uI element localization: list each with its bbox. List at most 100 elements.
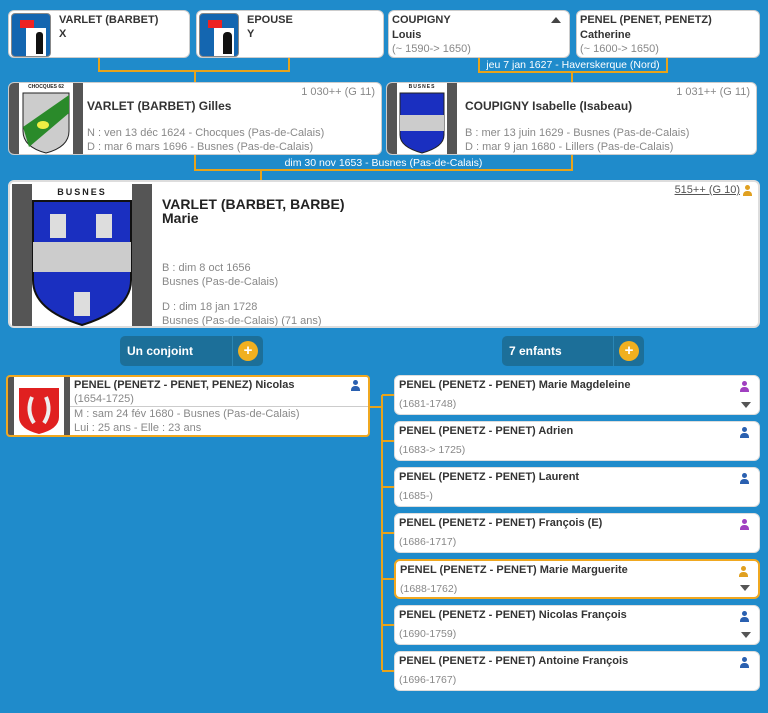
child-name[interactable]: PENEL (PENETZ - PENET) Nicolas François: [399, 609, 627, 621]
person-name[interactable]: VARLET (BARBET) Gilles: [87, 99, 232, 113]
child-card[interactable]: PENEL (PENETZ - PENET) Adrien (1683-> 17…: [394, 421, 760, 461]
child-name[interactable]: PENEL (PENETZ - PENET) Marie Marguerite: [400, 564, 628, 576]
child-dates: (1685-): [399, 490, 433, 502]
connector: [571, 71, 573, 82]
connector: [382, 486, 394, 488]
sosa-link[interactable]: 515++ (G 10): [674, 184, 740, 196]
unknown-man-icon: [11, 13, 51, 57]
birth-place: Busnes (Pas-de-Calais): [162, 276, 279, 288]
chevron-down-icon[interactable]: [741, 632, 751, 638]
connector: [370, 406, 382, 408]
connector: [382, 578, 394, 580]
child-card[interactable]: PENEL (PENETZ - PENET) Marie Marguerite …: [394, 559, 760, 599]
child-name[interactable]: PENEL (PENETZ - PENET) Laurent: [399, 471, 580, 483]
male-person-icon: [740, 427, 749, 438]
child-dates: (1686-1717): [399, 536, 457, 548]
coat-of-arms: [8, 377, 70, 435]
coat-of-arms-chocques: CHOCQUES 62: [9, 83, 83, 154]
child-card[interactable]: PENEL (PENETZ - PENET) Laurent (1685-): [394, 467, 760, 507]
birth-info: N : ven 13 déc 1624 - Chocques (Pas-de-C…: [87, 127, 325, 139]
ages: Lui : 25 ans - Elle : 23 ans: [74, 422, 202, 434]
connector: [382, 670, 394, 672]
surname: EPOUSE: [247, 14, 293, 26]
child-name[interactable]: PENEL (PENETZ - PENET) Adrien: [399, 425, 574, 437]
connector: [571, 155, 573, 170]
male-person-icon: [351, 380, 360, 391]
spouse-card[interactable]: PENEL (PENETZ - PENET, PENEZ) Nicolas (1…: [6, 375, 370, 437]
mother-card[interactable]: BUSNES 1 031++ (G 11) COUPIGNY Isabelle …: [386, 82, 757, 155]
connector: [98, 58, 100, 71]
grandparent-card[interactable]: PENEL (PENET, PENETZ) Catherine (~ 1600-…: [576, 10, 760, 58]
birth-date: B : dim 8 oct 1656: [162, 262, 251, 274]
male-person-icon: [740, 473, 749, 484]
death-info: D : mar 9 jan 1680 - Lillers (Pas-de-Cal…: [465, 141, 674, 153]
person-icon: [743, 185, 752, 196]
plus-icon[interactable]: +: [238, 341, 258, 361]
given-name: Y: [247, 28, 255, 40]
surname: VARLET (BARBET): [59, 14, 159, 26]
connector: [382, 394, 394, 396]
grandparent-card[interactable]: VARLET (BARBET) X: [8, 10, 190, 58]
child-dates: (1683-> 1725): [399, 444, 466, 456]
dates: (~ 1600-> 1650): [580, 43, 659, 55]
coat-label: CHOCQUES 62: [28, 84, 64, 90]
connector: [666, 58, 668, 72]
given-name: Catherine: [580, 29, 631, 41]
death-date: D : dim 18 jan 1728: [162, 301, 258, 313]
person-name[interactable]: PENEL (PENETZ - PENET, PENEZ) Nicolas: [74, 379, 295, 391]
connector: [478, 71, 668, 73]
child-card[interactable]: PENEL (PENETZ - PENET) Marie Magdeleine …: [394, 375, 760, 415]
father-card[interactable]: CHOCQUES 62 1 030++ (G 11) VARLET (BARBE…: [8, 82, 382, 155]
coat-label: BUSNES: [408, 84, 436, 90]
sosa-number: 1 031++ (G 11): [676, 86, 750, 98]
connector: [288, 58, 290, 71]
given-name: Marie: [162, 210, 199, 226]
grandparents-marriage: jeu 7 jan 1627 - Haverskerque (Nord): [486, 59, 660, 71]
connector: [194, 155, 196, 170]
chevron-up-icon[interactable]: [551, 17, 561, 23]
female-person-icon: [740, 381, 749, 392]
coat-label: BUSNES: [57, 187, 107, 197]
grandparent-card[interactable]: COUPIGNY Louis (~ 1590-> 1650): [388, 10, 570, 58]
child-name[interactable]: PENEL (PENETZ - PENET) Antoine François: [399, 655, 629, 667]
child-dates: (1688-1762): [400, 583, 458, 595]
coat-of-arms-busnes: BUSNES: [387, 83, 457, 154]
connector: [382, 624, 394, 626]
surname: COUPIGNY: [392, 14, 451, 26]
button-label: 7 enfants: [509, 344, 562, 358]
child-dates: (1696-1767): [399, 674, 457, 686]
child-name[interactable]: PENEL (PENETZ - PENET) François (E): [399, 517, 603, 529]
spouses-button[interactable]: Un conjoint +: [120, 336, 263, 366]
surname: PENEL (PENET, PENETZ): [580, 14, 712, 26]
connector: [382, 440, 394, 442]
child-name[interactable]: PENEL (PENETZ - PENET) Marie Magdeleine: [399, 379, 631, 391]
chevron-down-icon[interactable]: [741, 402, 751, 408]
chevron-down-icon[interactable]: [740, 585, 750, 591]
marriage-info: M : sam 24 fév 1680 - Busnes (Pas-de-Cal…: [74, 408, 300, 420]
button-label: Un conjoint: [127, 344, 193, 358]
plus-icon[interactable]: +: [619, 341, 639, 361]
given-name: Louis: [392, 29, 422, 41]
connector: [478, 58, 480, 72]
children-button[interactable]: 7 enfants +: [502, 336, 644, 366]
person-name[interactable]: COUPIGNY Isabelle (Isabeau): [465, 99, 633, 113]
child-card[interactable]: PENEL (PENETZ - PENET) Nicolas François …: [394, 605, 760, 645]
connector: [194, 70, 196, 82]
grandparent-card[interactable]: EPOUSE Y: [196, 10, 384, 58]
main-person-card: BUSNES 515++ (G 10) VARLET (BARBET, BARB…: [8, 180, 760, 328]
male-person-icon: [740, 611, 749, 622]
death-info: D : mar 6 mars 1696 - Busnes (Pas-de-Cal…: [87, 141, 314, 153]
child-card[interactable]: PENEL (PENETZ - PENET) François (E) (168…: [394, 513, 760, 553]
connector: [382, 532, 394, 534]
child-card[interactable]: PENEL (PENETZ - PENET) Antoine François …: [394, 651, 760, 691]
child-dates: (1690-1759): [399, 628, 457, 640]
birth-info: B : mer 13 juin 1629 - Busnes (Pas-de-Ca…: [465, 127, 690, 139]
surname: VARLET (BARBET, BARBE): [162, 196, 345, 212]
connector: [194, 169, 573, 171]
parents-marriage: dim 30 nov 1653 - Busnes (Pas-de-Calais): [284, 157, 483, 169]
female-person-icon: [740, 519, 749, 530]
male-person-icon: [740, 657, 749, 668]
connector: [260, 169, 262, 181]
given-name: X: [59, 28, 67, 40]
male-person-icon: [739, 566, 748, 577]
